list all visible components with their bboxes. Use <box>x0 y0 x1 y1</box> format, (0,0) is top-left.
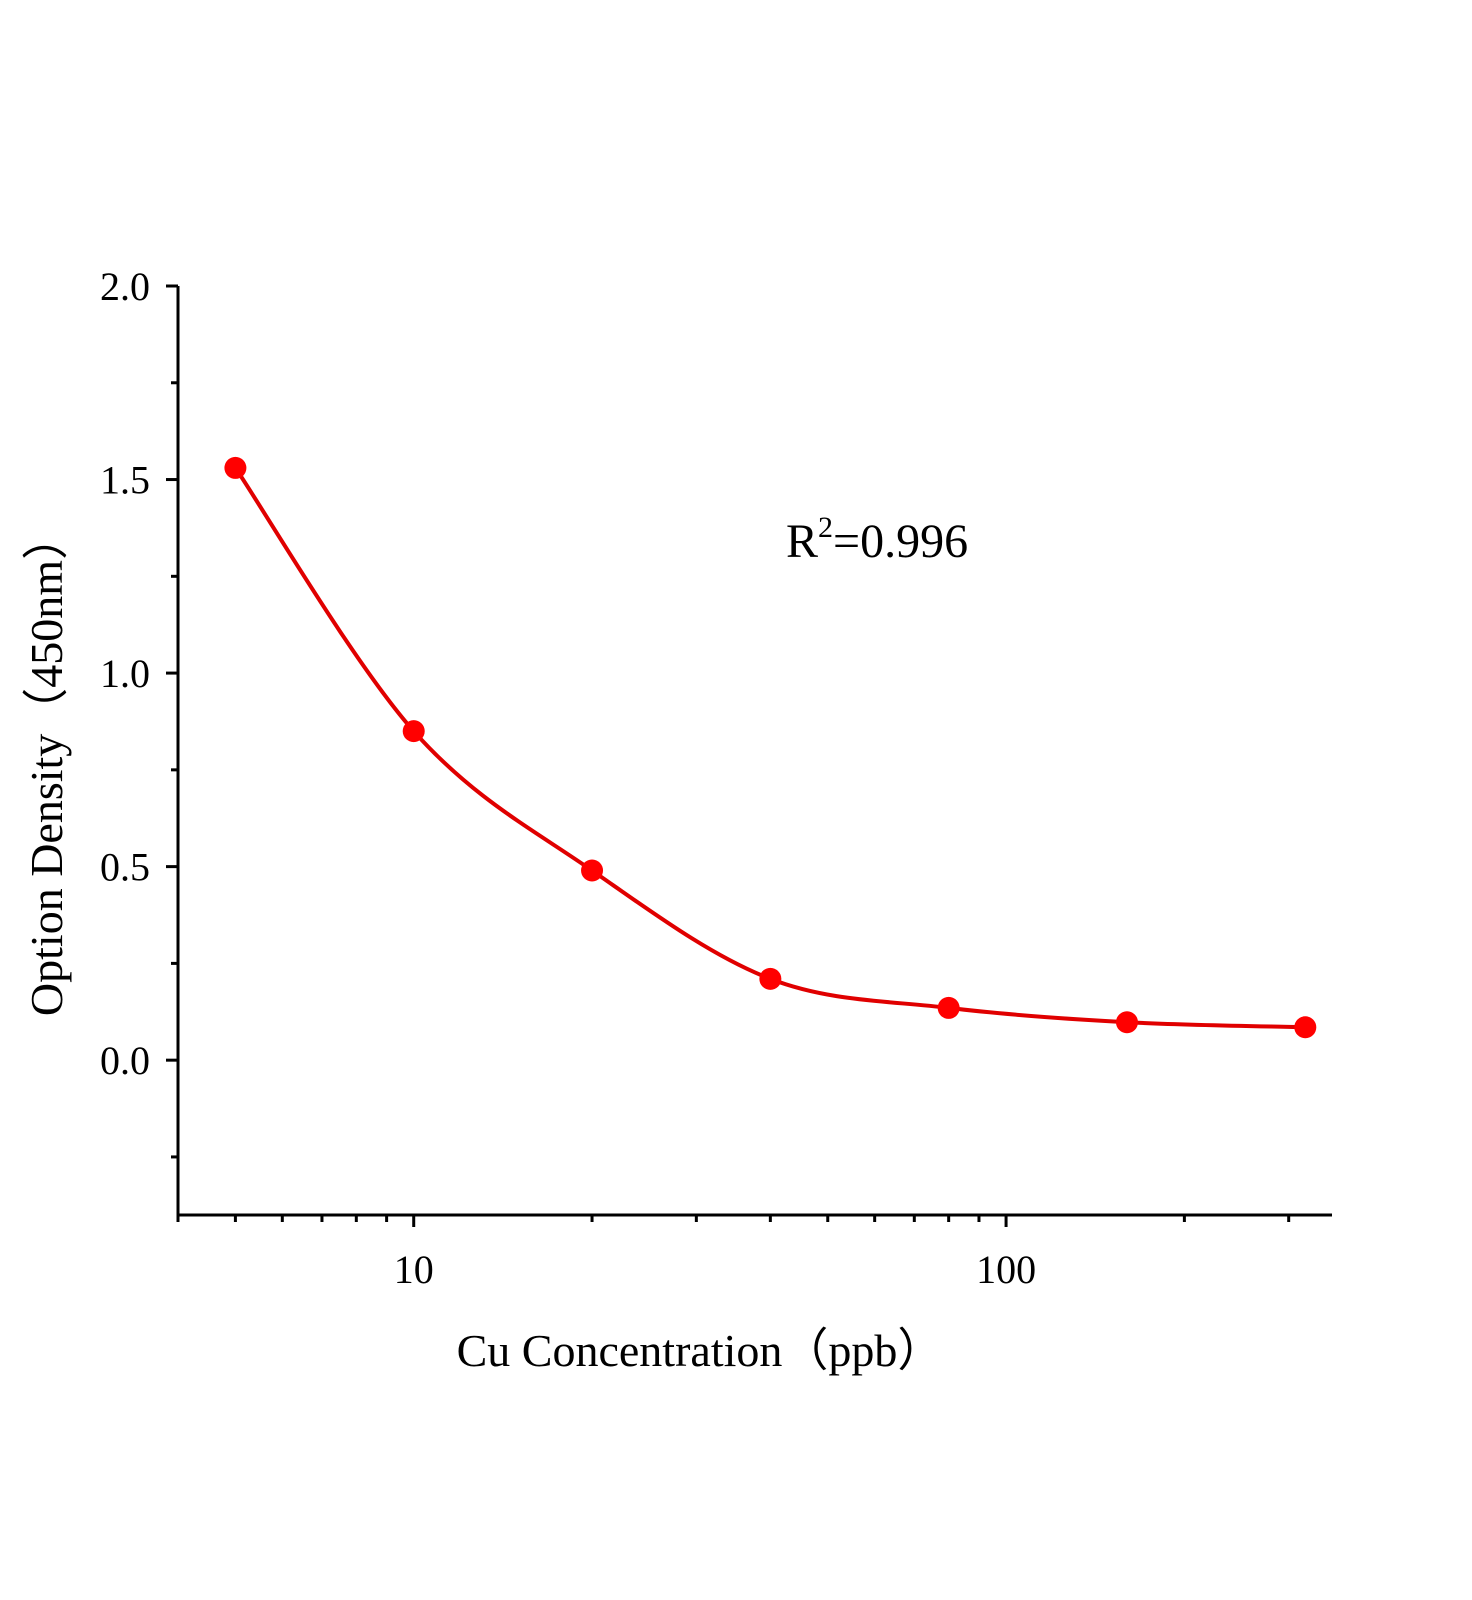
x-axis-label: Cu Concentration（ppb） <box>457 1325 944 1376</box>
data-point <box>1294 1016 1317 1039</box>
axes <box>176 286 1332 1217</box>
data-point <box>581 859 604 882</box>
r-squared-annotation: R2=0.996 <box>786 511 968 568</box>
y-tick-label: 1.5 <box>100 458 150 503</box>
fit-line <box>233 466 1306 1030</box>
data-points <box>224 456 1317 1039</box>
x-tick-label: 100 <box>976 1247 1036 1292</box>
data-point <box>402 720 425 743</box>
x-tick-label: 10 <box>394 1247 434 1292</box>
r-sup: 2 <box>818 511 833 544</box>
y-tick-label: 2.0 <box>100 264 150 309</box>
data-point <box>759 967 782 990</box>
data-point <box>1115 1011 1138 1034</box>
y-axis-label: Option Density（450nm） <box>21 514 72 1016</box>
r-label: R <box>786 515 818 568</box>
y-tick-label: 0.0 <box>100 1038 150 1083</box>
fit-curve <box>233 466 1306 1030</box>
y-tick-label: 1.0 <box>100 651 150 696</box>
data-point <box>937 996 960 1019</box>
r-value: =0.996 <box>833 515 968 568</box>
data-point <box>224 456 247 479</box>
y-tick-label: 0.5 <box>100 845 150 890</box>
ticks: 0.0 0.5 1.0 1.5 2.0 10 100 <box>100 264 1291 1292</box>
